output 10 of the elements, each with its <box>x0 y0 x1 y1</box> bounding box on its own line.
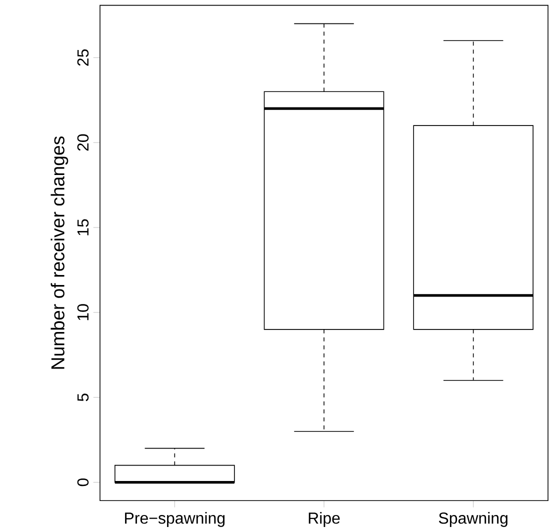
y-tick-label: 20 <box>77 134 89 151</box>
y-tick-label: 5 <box>77 394 89 402</box>
y-tick-label: 25 <box>77 49 89 66</box>
y-tick-label: 10 <box>77 304 89 320</box>
y-axis-title: Number of receiver changes <box>50 136 68 369</box>
y-tick-label: 0 <box>77 478 89 486</box>
y-tick-label: 15 <box>77 219 89 236</box>
x-tick-label: Ripe <box>308 512 340 527</box>
x-tick-label: Pre−spawning <box>125 512 225 527</box>
x-tick-label: Spawning <box>438 512 508 527</box>
